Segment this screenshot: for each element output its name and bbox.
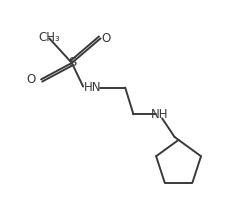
Text: S: S bbox=[68, 56, 76, 69]
Text: HN: HN bbox=[84, 81, 101, 94]
Text: CH₃: CH₃ bbox=[38, 31, 60, 44]
Text: O: O bbox=[27, 73, 36, 86]
Text: O: O bbox=[101, 32, 110, 45]
Text: NH: NH bbox=[151, 108, 169, 121]
